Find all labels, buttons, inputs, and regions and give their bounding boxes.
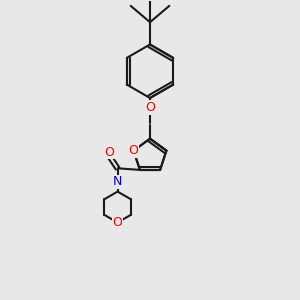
Text: O: O xyxy=(129,144,139,157)
Text: N: N xyxy=(113,175,122,188)
Text: O: O xyxy=(145,101,155,114)
Text: O: O xyxy=(104,146,114,159)
Text: O: O xyxy=(112,216,122,229)
